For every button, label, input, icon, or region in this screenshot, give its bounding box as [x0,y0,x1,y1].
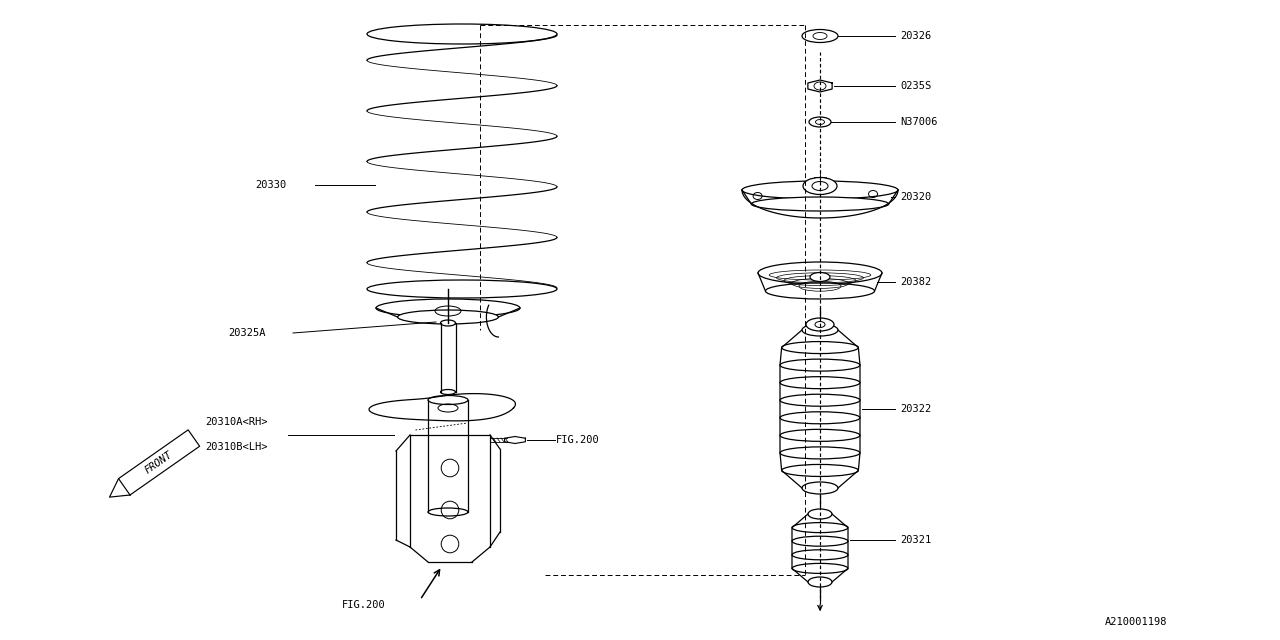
Ellipse shape [742,181,899,199]
Ellipse shape [398,310,498,324]
Text: 20310B<LH>: 20310B<LH> [205,442,268,452]
Ellipse shape [803,482,838,494]
Ellipse shape [782,342,859,353]
Ellipse shape [806,318,835,331]
Ellipse shape [808,509,832,519]
Ellipse shape [780,394,860,406]
Ellipse shape [367,24,557,44]
Text: FIG.200: FIG.200 [342,600,385,610]
Ellipse shape [376,299,520,317]
Ellipse shape [440,320,456,326]
Text: 20321: 20321 [900,535,932,545]
Ellipse shape [367,280,557,298]
Ellipse shape [808,577,832,587]
Ellipse shape [428,508,468,516]
Ellipse shape [810,273,829,282]
Ellipse shape [780,447,860,459]
Ellipse shape [803,177,837,195]
Ellipse shape [792,550,849,560]
Text: N37006: N37006 [900,117,937,127]
Text: 20330: 20330 [255,180,287,190]
Ellipse shape [751,197,888,211]
Text: FRONT: FRONT [143,450,174,476]
Text: 20325A: 20325A [228,328,265,338]
Text: 20382: 20382 [900,277,932,287]
Ellipse shape [809,117,831,127]
Text: 0235S: 0235S [900,81,932,91]
Text: FIG.200: FIG.200 [556,435,600,445]
Ellipse shape [780,377,860,388]
Ellipse shape [780,429,860,442]
Text: 20322: 20322 [900,404,932,414]
Ellipse shape [782,465,859,476]
Text: 20326: 20326 [900,31,932,41]
Ellipse shape [765,283,874,299]
Text: A210001198: A210001198 [1105,617,1167,627]
Text: 20310A<RH>: 20310A<RH> [205,417,268,427]
Text: 20320: 20320 [900,192,932,202]
Ellipse shape [803,324,838,336]
Ellipse shape [440,390,456,394]
Ellipse shape [792,563,849,573]
Ellipse shape [780,412,860,424]
Ellipse shape [428,396,468,404]
Ellipse shape [780,359,860,371]
Ellipse shape [792,523,849,532]
Ellipse shape [758,262,882,284]
Ellipse shape [792,536,849,546]
Ellipse shape [803,29,838,42]
